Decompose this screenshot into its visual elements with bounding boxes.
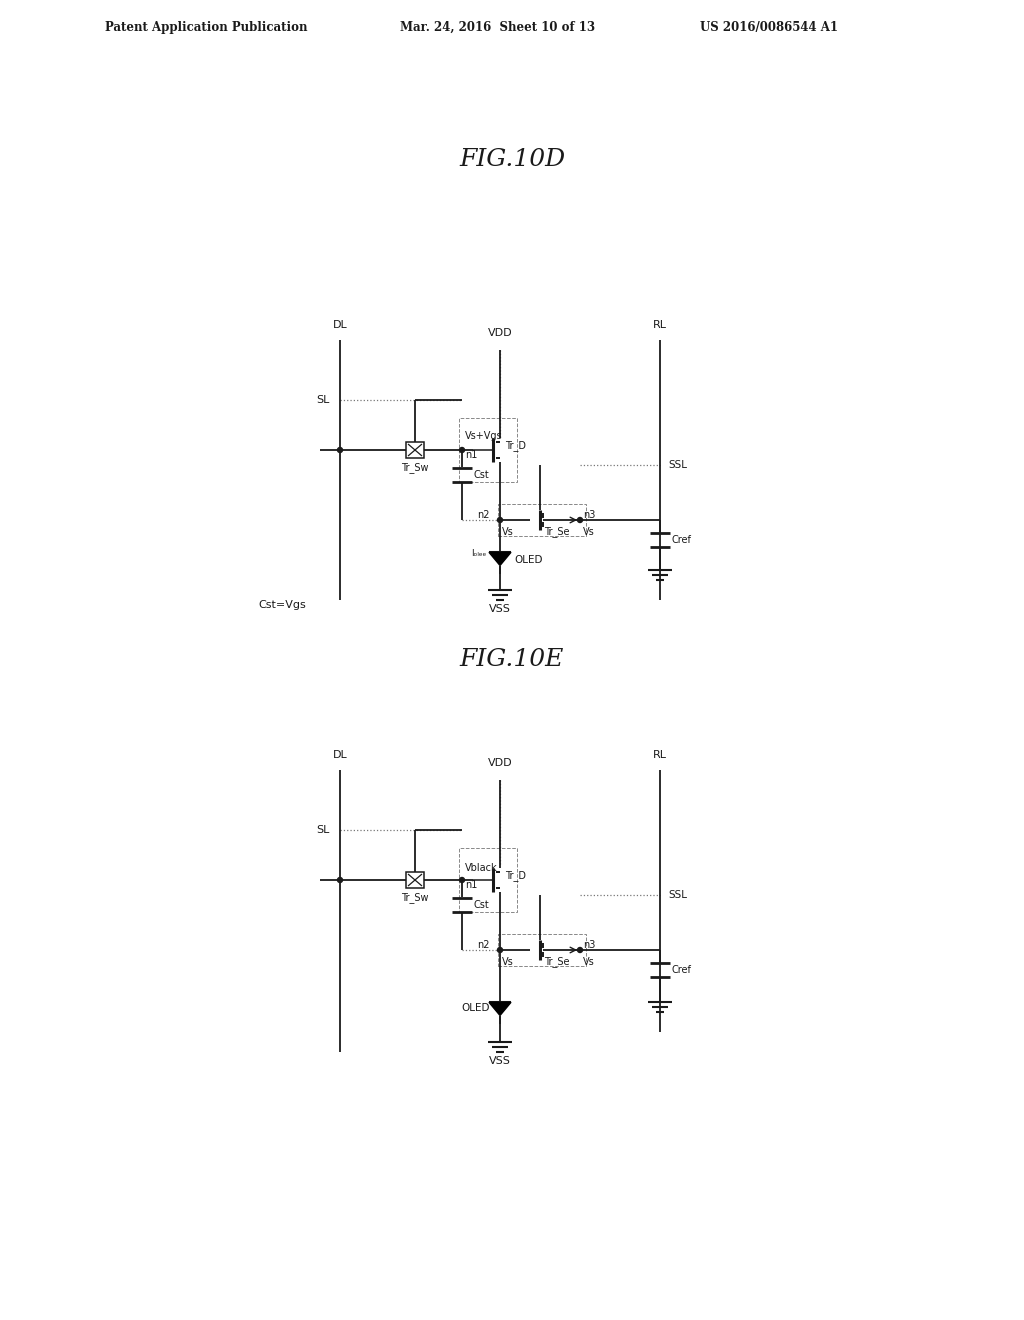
Text: DL: DL xyxy=(333,750,347,760)
Text: Cst: Cst xyxy=(474,900,489,909)
Text: SL: SL xyxy=(316,395,330,405)
Text: SL: SL xyxy=(316,825,330,836)
Text: Tr_Sw: Tr_Sw xyxy=(401,892,429,903)
Circle shape xyxy=(498,517,503,523)
Circle shape xyxy=(460,878,465,883)
Text: VDD: VDD xyxy=(487,327,512,338)
Circle shape xyxy=(338,878,342,883)
Circle shape xyxy=(578,517,583,523)
Text: SSL: SSL xyxy=(668,890,687,900)
Circle shape xyxy=(498,948,503,953)
Bar xyxy=(459,418,517,482)
Circle shape xyxy=(338,447,342,453)
Text: VSS: VSS xyxy=(489,605,511,614)
Text: Vs: Vs xyxy=(502,527,514,537)
Text: Cst: Cst xyxy=(474,470,489,480)
Text: Vs: Vs xyxy=(502,957,514,968)
Text: FIG.10E: FIG.10E xyxy=(460,648,564,672)
Text: FIG.10D: FIG.10D xyxy=(459,149,565,172)
Bar xyxy=(498,935,586,966)
Text: Cref: Cref xyxy=(672,965,692,975)
Polygon shape xyxy=(489,552,511,565)
Text: Tr_Se: Tr_Se xyxy=(544,527,569,537)
Text: Tr_D: Tr_D xyxy=(505,871,526,882)
Circle shape xyxy=(460,447,465,453)
Polygon shape xyxy=(489,1002,511,1015)
Text: n3: n3 xyxy=(583,940,595,950)
Text: OLED: OLED xyxy=(462,1003,490,1012)
Text: US 2016/0086544 A1: US 2016/0086544 A1 xyxy=(700,21,838,33)
Text: n1: n1 xyxy=(465,450,477,459)
Bar xyxy=(406,442,424,458)
Text: Cst=Vgs: Cst=Vgs xyxy=(258,601,306,610)
Text: Vblack: Vblack xyxy=(465,863,498,873)
Text: Patent Application Publication: Patent Application Publication xyxy=(105,21,307,33)
Text: Iₒₗₑₑ: Iₒₗₑₑ xyxy=(471,549,486,558)
Text: Vs+Vgs: Vs+Vgs xyxy=(465,432,503,441)
Text: RL: RL xyxy=(653,319,667,330)
Text: Tr_Sw: Tr_Sw xyxy=(401,462,429,474)
Text: Vs: Vs xyxy=(583,957,595,968)
Text: VSS: VSS xyxy=(489,1056,511,1067)
Bar xyxy=(498,504,586,536)
Text: SSL: SSL xyxy=(668,459,687,470)
Text: Tr_Se: Tr_Se xyxy=(544,957,569,968)
Text: n2: n2 xyxy=(477,940,490,950)
Text: RL: RL xyxy=(653,750,667,760)
Text: n3: n3 xyxy=(583,510,595,520)
Text: Vs: Vs xyxy=(583,527,595,537)
Text: DL: DL xyxy=(333,319,347,330)
Text: Cref: Cref xyxy=(672,535,692,545)
Bar xyxy=(459,847,517,912)
Text: n1: n1 xyxy=(465,880,477,890)
Text: Tr_D: Tr_D xyxy=(505,441,526,451)
Text: OLED: OLED xyxy=(514,554,543,565)
Text: Mar. 24, 2016  Sheet 10 of 13: Mar. 24, 2016 Sheet 10 of 13 xyxy=(400,21,595,33)
Text: n2: n2 xyxy=(477,510,490,520)
Bar xyxy=(406,873,424,888)
Circle shape xyxy=(578,948,583,953)
Text: VDD: VDD xyxy=(487,758,512,768)
